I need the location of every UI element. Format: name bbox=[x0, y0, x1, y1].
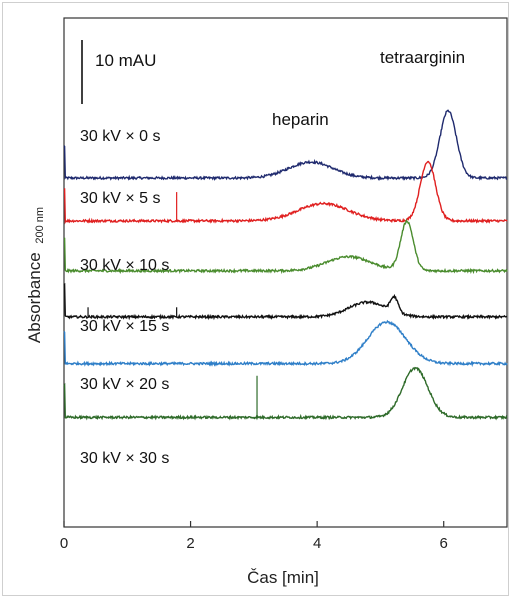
trace-line bbox=[63, 366, 508, 421]
trace-label: 30 kV × 0 s bbox=[80, 128, 161, 145]
artifact-spikes bbox=[87, 192, 258, 418]
scale-bar-label: 10 mAU bbox=[95, 51, 156, 70]
annotation-heparin: heparin bbox=[272, 110, 329, 129]
x-tick-label: 2 bbox=[186, 535, 194, 552]
trace-line bbox=[63, 282, 508, 321]
x-tick-label: 4 bbox=[313, 535, 321, 552]
trace-label: 30 kV × 30 s bbox=[80, 450, 169, 467]
trace-label: 30 kV × 10 s bbox=[80, 257, 169, 274]
trace-labels: 30 kV × 0 s 30 kV × 5 s 30 kV × 10 s 30 kV … bbox=[80, 128, 169, 467]
y-axis-title: Absorbance bbox=[25, 252, 44, 343]
svg-text:Absorbance 200 nm: Absorbance 200 nm bbox=[25, 207, 46, 343]
trace-line bbox=[63, 160, 508, 225]
x-axis-title: Čas [min] bbox=[247, 568, 319, 587]
trace-line bbox=[63, 319, 508, 368]
traces bbox=[63, 109, 508, 421]
trace-label: 30 kV × 5 s bbox=[80, 190, 161, 207]
y-axis-subtitle: 200 nm bbox=[34, 207, 46, 244]
x-axis-ticks: 0 2 4 6 bbox=[60, 521, 448, 552]
annotation-tetraarginin: tetraarginin bbox=[380, 48, 465, 67]
x-tick-label: 0 bbox=[60, 535, 68, 552]
x-tick-label: 6 bbox=[440, 535, 448, 552]
trace-line bbox=[63, 109, 508, 182]
trace-label: 30 kV × 15 s bbox=[80, 318, 169, 335]
plot-area bbox=[63, 17, 508, 528]
trace-label: 30 kV × 20 s bbox=[80, 376, 169, 393]
figure-frame bbox=[2, 2, 509, 596]
trace-line bbox=[63, 218, 508, 275]
